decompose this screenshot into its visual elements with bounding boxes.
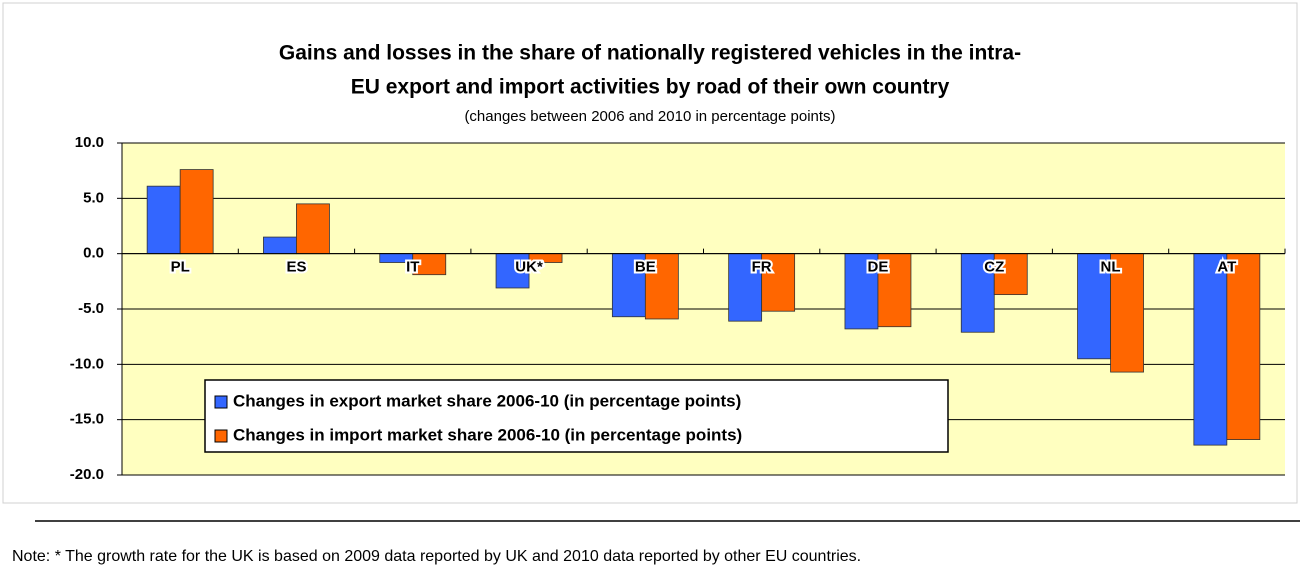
legend-box xyxy=(204,379,949,453)
bar xyxy=(1110,253,1144,373)
bar xyxy=(844,253,879,330)
x-tick-label: NL xyxy=(1101,259,1121,276)
bar xyxy=(1226,253,1261,440)
x-tick-label: BE xyxy=(635,259,656,276)
y-tick-label: -20.0 xyxy=(70,466,104,483)
bar xyxy=(146,185,181,255)
y-tick-label: -10.0 xyxy=(70,355,104,372)
x-tick-label: DE xyxy=(868,259,889,276)
y-tick-label: 10.0 xyxy=(75,134,104,151)
chart-subtitle: (changes between 2006 and 2010 in percen… xyxy=(464,108,835,125)
bar xyxy=(877,253,912,328)
bar xyxy=(263,236,297,255)
bar xyxy=(644,253,679,320)
y-tick-label: 0.0 xyxy=(83,245,104,262)
x-tick-label: ES xyxy=(286,259,306,276)
bar xyxy=(611,253,646,318)
legend-label: Changes in export market share 2006-10 (… xyxy=(233,391,741,410)
x-tick-label: IT xyxy=(406,259,419,276)
x-tick-label: AT xyxy=(1217,259,1236,276)
x-tick-label: UK* xyxy=(515,259,543,276)
y-tick-label: -5.0 xyxy=(78,300,104,317)
legend-swatch xyxy=(214,429,228,443)
bar xyxy=(1077,253,1111,360)
bar xyxy=(296,203,330,255)
bar xyxy=(1193,253,1228,446)
bar xyxy=(495,253,530,289)
x-tick-label: PL xyxy=(171,259,190,276)
legend-label: Changes in import market share 2006-10 (… xyxy=(233,425,742,444)
x-tick-label: FR xyxy=(752,259,772,276)
x-tick-label: CZ xyxy=(984,259,1004,276)
y-tick-label: -15.0 xyxy=(70,411,104,428)
legend-swatch xyxy=(214,395,228,409)
bar xyxy=(993,253,1028,296)
bar xyxy=(960,253,995,333)
bar xyxy=(179,169,214,255)
bar xyxy=(761,253,796,312)
chart-title: EU export and import activities by road … xyxy=(351,76,950,99)
chart-title: Gains and losses in the share of nationa… xyxy=(279,42,1021,65)
y-tick-label: 5.0 xyxy=(83,189,104,206)
note: Note: * The growth rate for the UK is ba… xyxy=(12,548,861,565)
